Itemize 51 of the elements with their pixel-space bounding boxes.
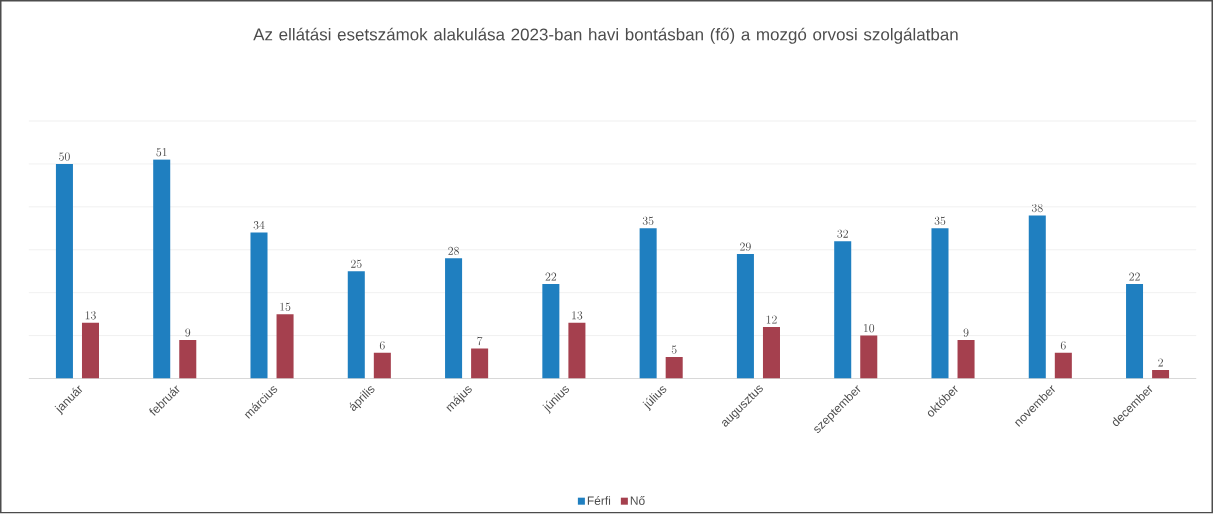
legend-label: Férfi [587, 496, 611, 506]
data-label: 13 [572, 311, 583, 320]
bar [1152, 370, 1170, 379]
data-label: 28 [448, 247, 459, 256]
bar [81, 322, 99, 379]
data-label: 6 [1060, 341, 1066, 350]
bar [471, 348, 489, 379]
data-label: 29 [740, 242, 751, 251]
bar [957, 340, 975, 379]
data-label: 51 [156, 148, 167, 157]
chart-title: Az ellátási esetszámok alakulása 2023-ban havi bontásban (fő) a mozgó orvosi szolgálatban [253, 28, 958, 45]
bar [373, 352, 391, 379]
bar [931, 228, 949, 379]
bar [568, 322, 586, 379]
data-label: 6 [379, 341, 385, 350]
data-label: 13 [85, 311, 96, 320]
data-label: 2 [1158, 358, 1163, 367]
bar [347, 271, 365, 379]
data-label: 25 [351, 259, 362, 269]
data-label: 35 [642, 217, 654, 226]
data-label: 35 [934, 217, 946, 226]
bar [1054, 352, 1072, 379]
data-label: 10 [863, 324, 875, 333]
bar [445, 258, 463, 379]
data-label: 34 [253, 221, 265, 230]
data-label: 7 [477, 337, 483, 346]
data-label: 22 [1129, 272, 1140, 281]
bar [639, 228, 657, 379]
data-label: 15 [280, 302, 291, 312]
bar [860, 335, 878, 379]
bar [736, 254, 754, 379]
data-label: 38 [1031, 204, 1043, 213]
bar [542, 284, 560, 379]
bar [250, 232, 268, 379]
data-label: 12 [766, 315, 777, 324]
bar [1126, 284, 1144, 379]
bar [834, 241, 852, 379]
bar [1028, 215, 1046, 379]
data-label: 5 [671, 345, 677, 354]
bar [179, 340, 197, 379]
data-label: 50 [59, 152, 70, 161]
bar [276, 314, 294, 379]
bar [153, 159, 171, 379]
bar [762, 327, 780, 379]
data-label: 32 [837, 229, 848, 239]
bar [665, 357, 683, 379]
legend-label: Nő [630, 496, 645, 506]
data-label: 9 [963, 328, 969, 337]
bar [55, 164, 73, 379]
data-label: 22 [545, 272, 557, 281]
data-label: 9 [185, 328, 191, 337]
